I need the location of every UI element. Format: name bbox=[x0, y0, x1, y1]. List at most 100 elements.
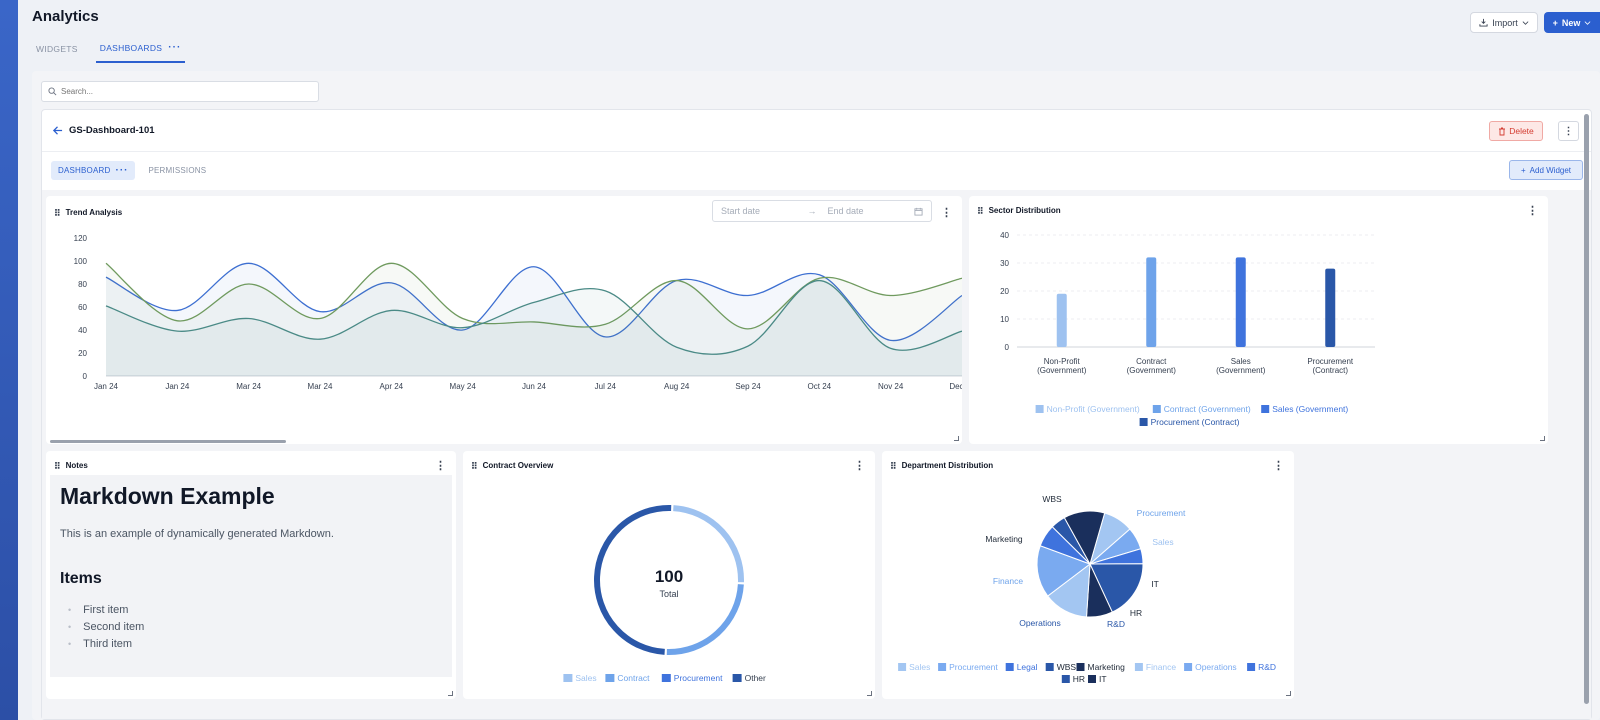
slice-label: IT bbox=[1151, 579, 1159, 589]
legend-label: Procurement bbox=[674, 673, 723, 683]
import-label: Import bbox=[1492, 17, 1518, 28]
slice-label: Operations bbox=[1019, 618, 1061, 628]
legend-swatch bbox=[1005, 663, 1014, 671]
slice-label: Procurement bbox=[1137, 508, 1186, 518]
legend-swatch bbox=[1088, 675, 1096, 683]
bar bbox=[1235, 257, 1246, 347]
x-tick-label: (Contract) bbox=[1312, 366, 1348, 375]
legend-swatch bbox=[1134, 663, 1143, 671]
series-line bbox=[105, 262, 962, 330]
more-vertical-icon[interactable]: ⋮ bbox=[1273, 460, 1284, 472]
resize-handle-icon[interactable] bbox=[1286, 691, 1291, 696]
legend-label: Procurement (Contract) bbox=[1151, 417, 1240, 427]
widget-notes: ⠿ Notes ⋮ Markdown Example This is an exa… bbox=[46, 451, 456, 699]
tab-dashboard[interactable]: DASHBOARD ··· bbox=[51, 161, 136, 180]
legend-swatch bbox=[1045, 663, 1054, 671]
legend-swatch bbox=[1152, 405, 1161, 413]
markdown-paragraph: This is an example of dynamically genera… bbox=[60, 528, 334, 540]
more-vertical-button[interactable]: ⋮ bbox=[1558, 121, 1579, 141]
y-tick-label: 60 bbox=[78, 303, 87, 312]
contract-donut-chart: 100 Total Sales Contract Procurement Other bbox=[563, 505, 766, 683]
slice-label: WBS bbox=[1042, 494, 1062, 504]
more-vertical-icon[interactable]: ⋮ bbox=[435, 460, 446, 472]
search-input[interactable] bbox=[61, 87, 301, 96]
y-tick-label: 40 bbox=[1000, 231, 1009, 240]
legend-swatch bbox=[1076, 663, 1085, 671]
x-tick-label: Nov 24 bbox=[878, 382, 904, 391]
delete-button[interactable]: Delete bbox=[1489, 121, 1543, 141]
y-tick-label: 0 bbox=[83, 372, 88, 381]
tab-dashboard-label: DASHBOARD bbox=[58, 166, 111, 175]
horizontal-scrollbar[interactable] bbox=[50, 440, 286, 443]
pie-slice bbox=[1063, 510, 1106, 566]
drag-handle-icon[interactable]: ⠿ bbox=[890, 460, 897, 471]
legend-label: Procurement bbox=[949, 662, 998, 672]
tab-widgets-label: WIDGETS bbox=[36, 44, 78, 54]
donut-slice bbox=[673, 505, 744, 583]
tab-dashboards[interactable]: DASHBOARDS ··· bbox=[95, 38, 186, 63]
legend-swatch bbox=[1247, 663, 1256, 671]
date-range-picker[interactable]: Start date → End date bbox=[712, 200, 932, 222]
total-label: Total bbox=[659, 589, 678, 599]
list-item: Third item bbox=[68, 638, 442, 650]
more-horizontal-icon[interactable]: ··· bbox=[168, 42, 182, 53]
x-tick-label: Jan 24 bbox=[165, 382, 190, 391]
x-tick-label: Jul 24 bbox=[595, 382, 617, 391]
legend-swatch bbox=[1184, 663, 1193, 671]
more-vertical-icon[interactable]: ⋮ bbox=[1527, 205, 1538, 217]
slice-label: Marketing bbox=[985, 534, 1023, 544]
start-date-input[interactable]: Start date bbox=[721, 206, 761, 216]
widget-title: Notes bbox=[65, 461, 88, 470]
app-sidebar-strip bbox=[0, 0, 18, 720]
slice-label: Finance bbox=[993, 576, 1024, 586]
x-tick-label: Jun 24 bbox=[522, 382, 547, 391]
trash-icon bbox=[1499, 127, 1506, 135]
vertical-scrollbar[interactable] bbox=[1584, 114, 1589, 704]
arrow-right-icon: → bbox=[807, 206, 817, 216]
resize-handle-icon[interactable] bbox=[867, 691, 872, 696]
drag-handle-icon[interactable]: ⠿ bbox=[977, 205, 984, 216]
resize-handle-icon[interactable] bbox=[954, 436, 959, 441]
x-tick-label: Apr 24 bbox=[380, 382, 404, 391]
legend-label: Contract bbox=[617, 673, 650, 683]
drag-handle-icon[interactable]: ⠿ bbox=[54, 207, 61, 218]
list-item: First item bbox=[68, 604, 442, 616]
tab-widgets[interactable]: WIDGETS bbox=[32, 38, 82, 63]
more-vertical-icon[interactable]: ⋮ bbox=[854, 460, 865, 472]
end-date-input[interactable]: End date bbox=[827, 206, 864, 216]
tab-permissions[interactable]: PERMISSIONS bbox=[141, 161, 213, 180]
widget-grid: ⠿ Trend Analysis Start date → End date ⋮ … bbox=[42, 190, 1591, 719]
new-button[interactable]: + New bbox=[1544, 12, 1600, 33]
resize-handle-icon[interactable] bbox=[1540, 436, 1545, 441]
drag-handle-icon[interactable]: ⠿ bbox=[54, 460, 61, 471]
legend-label: Marketing bbox=[1088, 662, 1126, 672]
legend-label: Legal bbox=[1017, 662, 1038, 672]
trend-line-chart: 0 20 40 60 80 100 120 Jan 24 Jan 24 Mar 24 Mar 24 A… bbox=[74, 234, 962, 391]
legend-label: Finance bbox=[1146, 662, 1177, 672]
delete-label: Delete bbox=[1509, 126, 1534, 136]
arrow-left-icon[interactable] bbox=[52, 125, 63, 136]
markdown-list: First item Second item Third item bbox=[60, 604, 442, 650]
drag-handle-icon[interactable]: ⠿ bbox=[471, 460, 478, 471]
search-field[interactable] bbox=[41, 81, 319, 102]
series-area bbox=[106, 280, 962, 376]
more-vertical-icon[interactable]: ⋮ bbox=[941, 207, 952, 219]
legend-swatch bbox=[732, 674, 742, 682]
add-widget-button[interactable]: + Add Widget bbox=[1509, 160, 1583, 180]
y-tick-label: 20 bbox=[78, 349, 87, 358]
add-widget-label: Add Widget bbox=[1529, 165, 1572, 175]
dashboard-header: GS-Dashboard-101 Delete ⋮ bbox=[42, 110, 1591, 152]
resize-handle-icon[interactable] bbox=[448, 691, 453, 696]
widget-title: Contract Overview bbox=[482, 461, 554, 470]
main-tabs: WIDGETS DASHBOARDS ··· bbox=[32, 38, 199, 63]
slice-label: HR bbox=[1130, 608, 1142, 618]
legend-swatch bbox=[661, 674, 671, 682]
department-pie-chart: Sales Procurement WBS Marketing Finance Opera… bbox=[898, 494, 1276, 684]
more-horizontal-icon[interactable]: ··· bbox=[115, 164, 129, 176]
legend-label: Contract (Government) bbox=[1164, 404, 1251, 414]
page-title: Analytics bbox=[32, 8, 99, 25]
pie-slice bbox=[1089, 563, 1144, 613]
import-button[interactable]: Import bbox=[1470, 12, 1538, 33]
legend-label: Operations bbox=[1195, 662, 1237, 672]
x-tick-label: Mar 24 bbox=[308, 382, 333, 391]
